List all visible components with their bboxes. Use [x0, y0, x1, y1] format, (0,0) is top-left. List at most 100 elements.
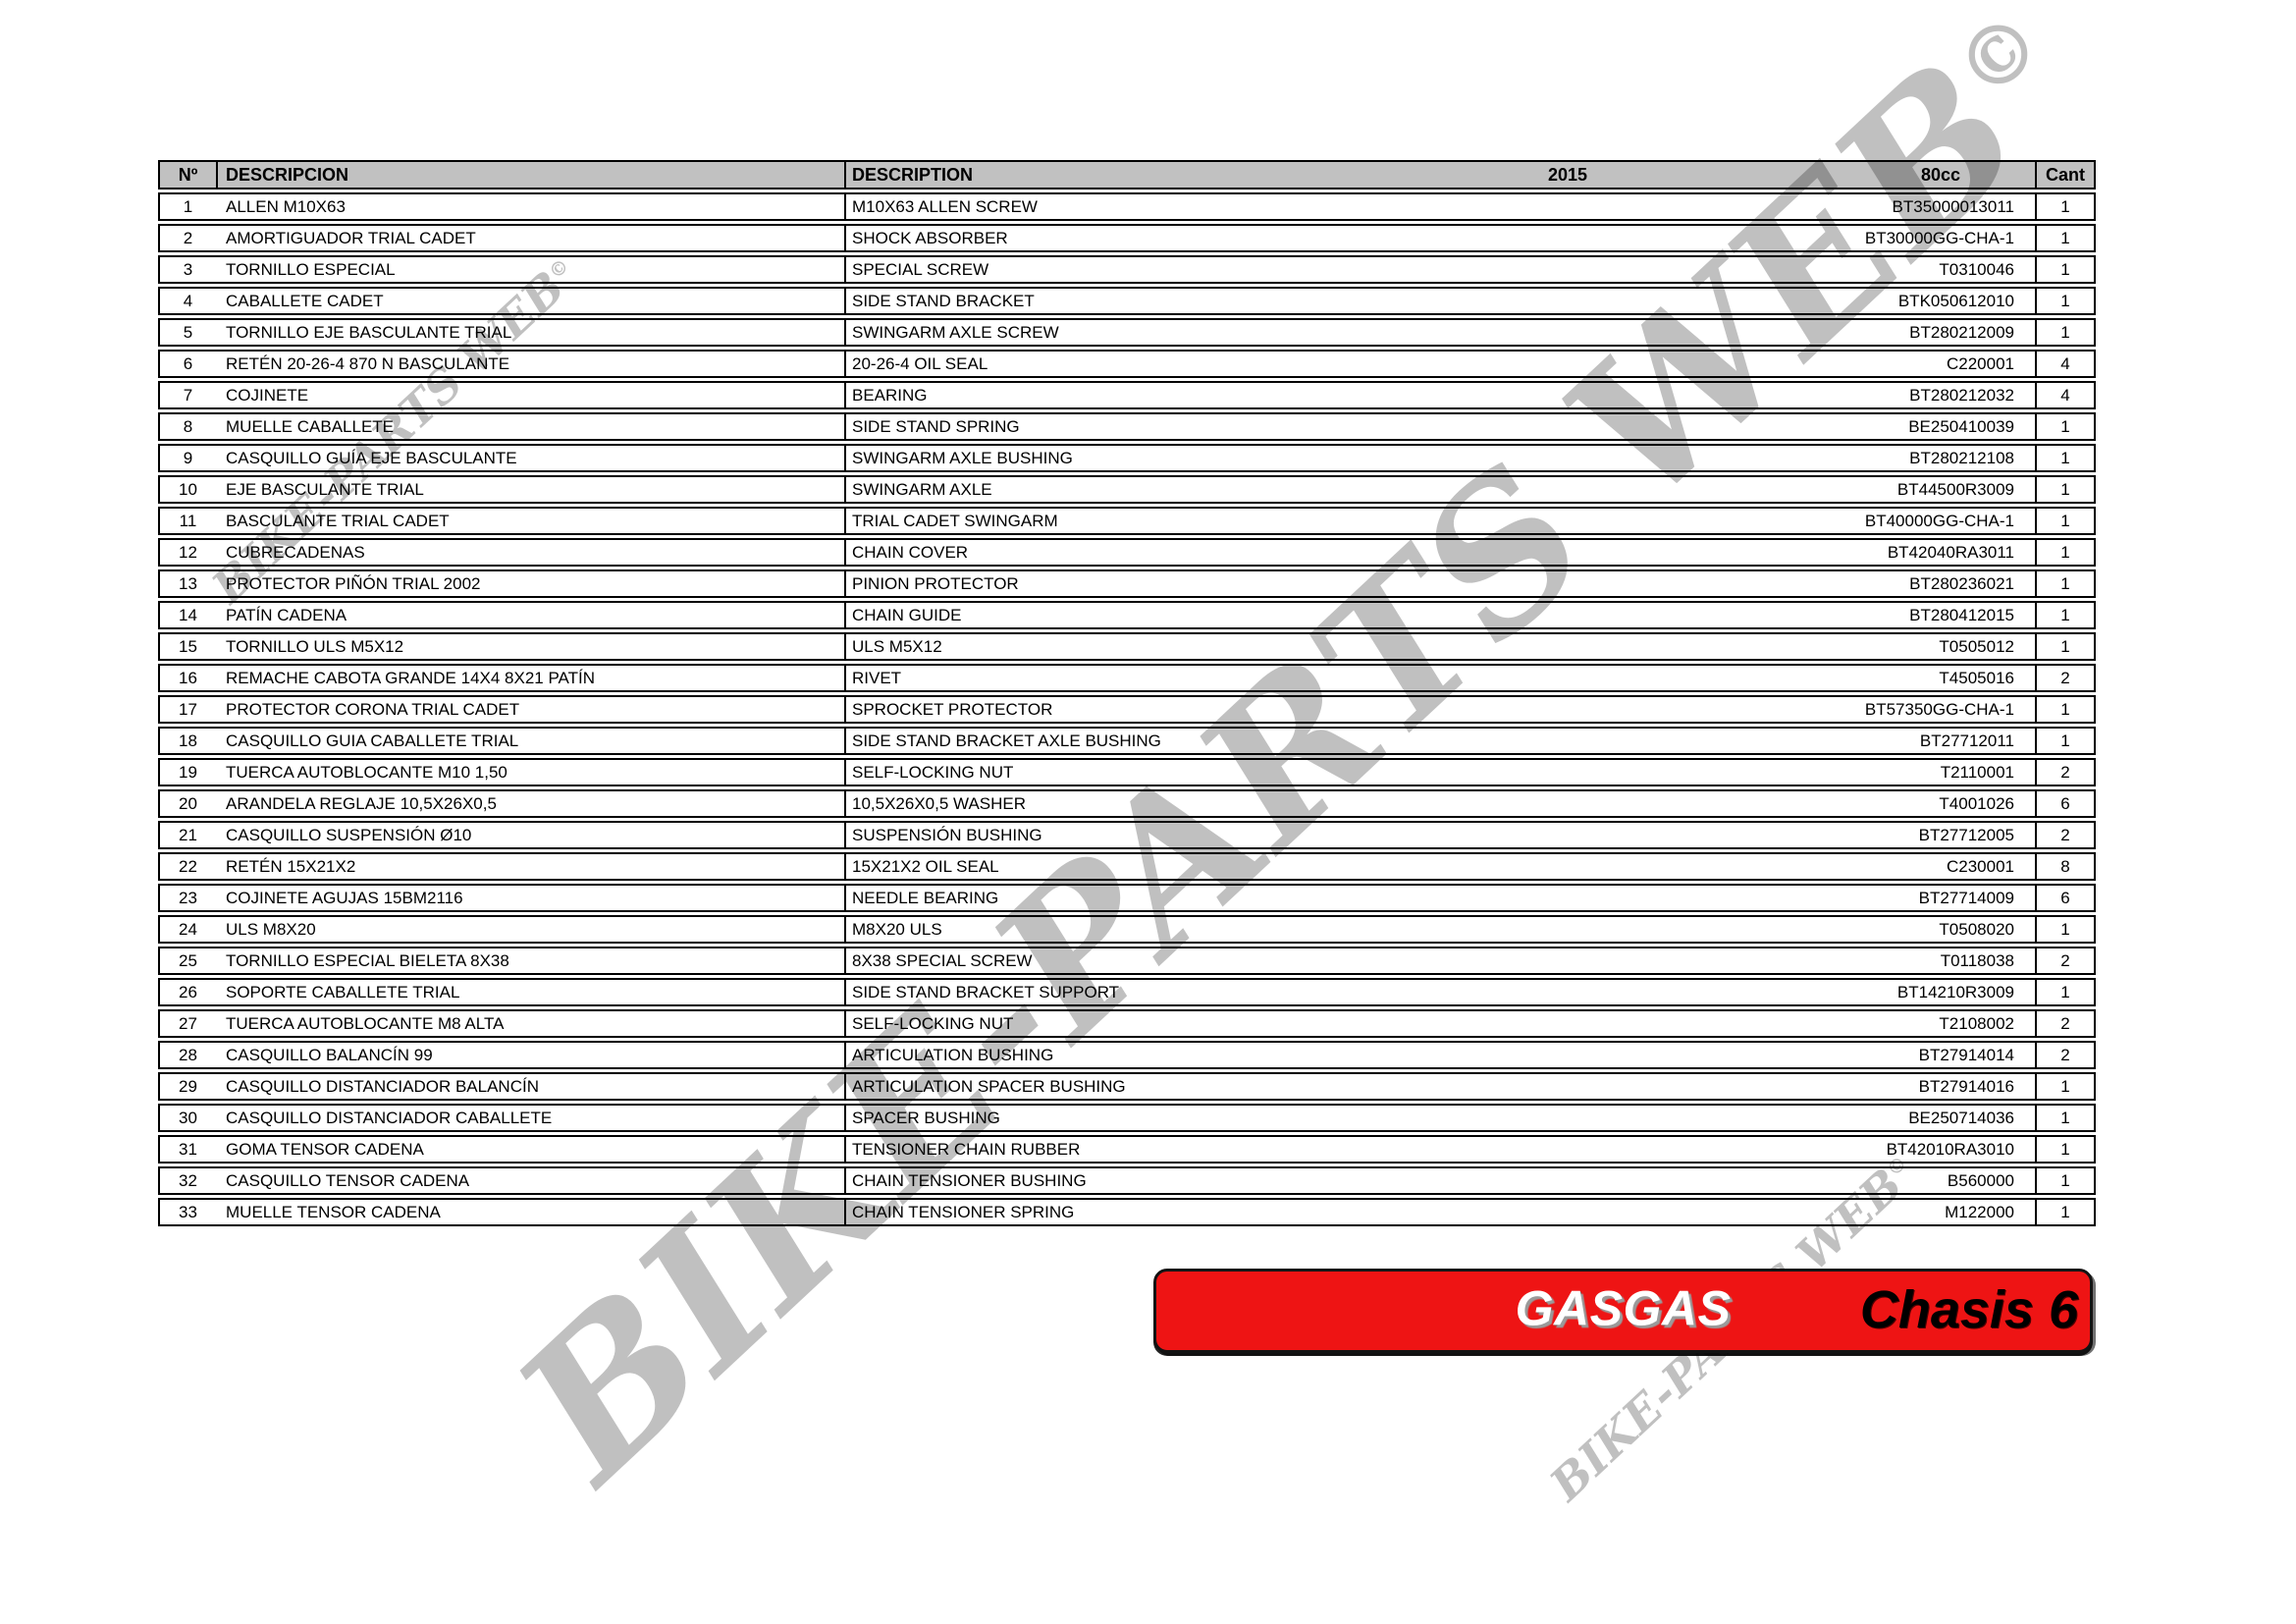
- row-description-en: SIDE STAND BRACKET: [852, 291, 1035, 310]
- table-row: 23 COJINETE AGUJAS 15BM2116 NEEDLE BEARI…: [158, 884, 2096, 912]
- row-description-group: SWINGARM AXLE SCREW BT280212009: [846, 320, 2037, 345]
- row-description-group: ARTICULATION BUSHING BT27914014: [846, 1043, 2037, 1067]
- row-description-group: M8X20 ULS T0508020: [846, 917, 2037, 942]
- row-descripcion-es: CASQUILLO DISTANCIADOR BALANCÍN: [218, 1074, 846, 1099]
- row-number: 25: [179, 950, 197, 970]
- row-descripcion-es: PATÍN CADENA: [218, 603, 846, 627]
- row-descripcion-es: TUERCA AUTOBLOCANTE M8 ALTA: [218, 1011, 846, 1036]
- table-row: 29 CASQUILLO DISTANCIADOR BALANCÍN ARTIC…: [158, 1072, 2096, 1101]
- row-quantity: 6: [2060, 793, 2070, 813]
- row-part-number: BT27914016: [1918, 1076, 2014, 1096]
- row-descripcion-es: PROTECTOR PIÑÓN TRIAL 2002: [218, 571, 846, 596]
- header-quantity: Cant: [2046, 164, 2085, 185]
- header-year-2015: 2015: [1547, 164, 1588, 185]
- row-description-group: ARTICULATION SPACER BUSHING BT27914016: [846, 1074, 2037, 1099]
- row-part-number: BT42040RA3011: [1887, 542, 2014, 562]
- row-description-group: RIVET T4505016: [846, 666, 2037, 690]
- row-description-group: SIDE STAND BRACKET SUPPORT BT14210R3009: [846, 980, 2037, 1004]
- row-quantity: 1: [2060, 919, 2070, 939]
- table-row: 5 TORNILLO EJE BASCULANTE TRIAL SWINGARM…: [158, 318, 2096, 347]
- row-description-group: PINION PROTECTOR BT280236021: [846, 571, 2037, 596]
- table-row: 11 BASCULANTE TRIAL CADET TRIAL CADET SW…: [158, 507, 2096, 535]
- row-description-group: ULS M5X12 T0505012: [846, 634, 2037, 659]
- row-part-number: T0505012: [1939, 636, 2014, 656]
- row-description-en: ARTICULATION SPACER BUSHING: [852, 1076, 1126, 1096]
- row-part-number: BT35000013011: [1892, 196, 2014, 216]
- row-quantity: 1: [2060, 731, 2070, 750]
- row-part-number: BT280412015: [1909, 605, 2014, 624]
- parts-table: Nº DESCRIPCION DESCRIPTION 2015 80cc Can…: [158, 160, 2096, 1226]
- row-number: 33: [179, 1202, 197, 1221]
- row-number: 4: [183, 291, 193, 310]
- model-banner: GASGAS Chasis 6: [1153, 1269, 2093, 1353]
- row-quantity: 1: [2060, 636, 2070, 656]
- row-description-group: BEARING BT280212032: [846, 383, 2037, 407]
- row-description-en: 20-26-4 OIL SEAL: [852, 353, 988, 373]
- row-number: 6: [183, 353, 193, 373]
- table-row: 22 RETÉN 15X21X2 15X21X2 OIL SEAL C23000…: [158, 852, 2096, 881]
- row-number: 8: [183, 416, 193, 436]
- row-part-number: BE250714036: [1908, 1108, 2014, 1127]
- row-number: 32: [179, 1170, 197, 1190]
- row-description-group: SPROCKET PROTECTOR BT57350GG-CHA-1: [846, 697, 2037, 722]
- row-description-en: CHAIN TENSIONER SPRING: [852, 1202, 1075, 1221]
- row-quantity: 1: [2060, 511, 2070, 530]
- row-part-number: BT280212009: [1909, 322, 2014, 342]
- row-quantity: 2: [2060, 1013, 2070, 1033]
- row-number: 1: [183, 196, 193, 216]
- row-number: 29: [179, 1076, 197, 1096]
- row-descripcion-es: GOMA TENSOR CADENA: [218, 1137, 846, 1162]
- row-part-number: C230001: [1946, 856, 2014, 876]
- row-descripcion-es: ARANDELA REGLAJE 10,5X26X0,5: [218, 791, 846, 816]
- row-part-number: BT27712011: [1919, 731, 2014, 750]
- row-description-en: ULS M5X12: [852, 636, 942, 656]
- table-row: 32 CASQUILLO TENSOR CADENA CHAIN TENSION…: [158, 1166, 2096, 1195]
- row-description-en: SWINGARM AXLE BUSHING: [852, 448, 1073, 467]
- row-number: 27: [179, 1013, 197, 1033]
- row-description-en: TRIAL CADET SWINGARM: [852, 511, 1058, 530]
- row-quantity: 1: [2060, 259, 2070, 279]
- row-part-number: T2108002: [1939, 1013, 2014, 1033]
- row-description-group: 10,5X26X0,5 WASHER T4001026: [846, 791, 2037, 816]
- row-quantity: 1: [2060, 982, 2070, 1001]
- row-descripcion-es: EJE BASCULANTE TRIAL: [218, 477, 846, 502]
- row-part-number: BT44500R3009: [1896, 479, 2014, 499]
- row-quantity: 2: [2060, 762, 2070, 782]
- row-descripcion-es: CASQUILLO TENSOR CADENA: [218, 1168, 846, 1193]
- row-description-group: 15X21X2 OIL SEAL C230001: [846, 854, 2037, 879]
- row-description-en: SWINGARM AXLE: [852, 479, 992, 499]
- row-descripcion-es: BASCULANTE TRIAL CADET: [218, 509, 846, 533]
- table-row: 14 PATÍN CADENA CHAIN GUIDE BT280412015 …: [158, 601, 2096, 629]
- row-description-en: CHAIN COVER: [852, 542, 969, 562]
- row-description-en: SIDE STAND BRACKET SUPPORT: [852, 982, 1120, 1001]
- row-descripcion-es: COJINETE: [218, 383, 846, 407]
- row-number: 19: [179, 762, 197, 782]
- row-number: 23: [179, 888, 197, 907]
- row-description-en: SIDE STAND SPRING: [852, 416, 1020, 436]
- table-row: 31 GOMA TENSOR CADENA TENSIONER CHAIN RU…: [158, 1135, 2096, 1164]
- row-description-en: ARTICULATION BUSHING: [852, 1045, 1054, 1064]
- row-descripcion-es: TORNILLO ULS M5X12: [218, 634, 846, 659]
- row-descripcion-es: CASQUILLO BALANCÍN 99: [218, 1043, 846, 1067]
- table-row: 16 REMACHE CABOTA GRANDE 14X4 8X21 PATÍN…: [158, 664, 2096, 692]
- row-number: 28: [179, 1045, 197, 1064]
- row-descripcion-es: MUELLE CABALLETE: [218, 414, 846, 439]
- row-descripcion-es: CASQUILLO SUSPENSIÓN Ø10: [218, 823, 846, 847]
- row-quantity: 1: [2060, 322, 2070, 342]
- table-header-row: Nº DESCRIPCION DESCRIPTION 2015 80cc Can…: [158, 160, 2096, 189]
- row-description-en: NEEDLE BEARING: [852, 888, 999, 907]
- row-quantity: 1: [2060, 1139, 2070, 1159]
- header-descripcion: DESCRIPCION: [218, 162, 846, 188]
- row-descripcion-es: ALLEN M10X63: [218, 194, 846, 219]
- table-row: 4 CABALLETE CADET SIDE STAND BRACKET BTK…: [158, 287, 2096, 315]
- table-row: 20 ARANDELA REGLAJE 10,5X26X0,5 10,5X26X…: [158, 789, 2096, 818]
- row-number: 14: [179, 605, 197, 624]
- row-quantity: 1: [2060, 573, 2070, 593]
- row-description-group: SUSPENSIÓN BUSHING BT27712005: [846, 823, 2037, 847]
- row-description-group: CHAIN TENSIONER BUSHING B560000: [846, 1168, 2037, 1193]
- table-row: 6 RETÉN 20-26-4 870 N BASCULANTE 20-26-4…: [158, 350, 2096, 378]
- row-descripcion-es: TUERCA AUTOBLOCANTE M10 1,50: [218, 760, 846, 785]
- row-description-group: SIDE STAND SPRING BE250410039: [846, 414, 2037, 439]
- row-number: 31: [179, 1139, 197, 1159]
- table-row: 10 EJE BASCULANTE TRIAL SWINGARM AXLE BT…: [158, 475, 2096, 504]
